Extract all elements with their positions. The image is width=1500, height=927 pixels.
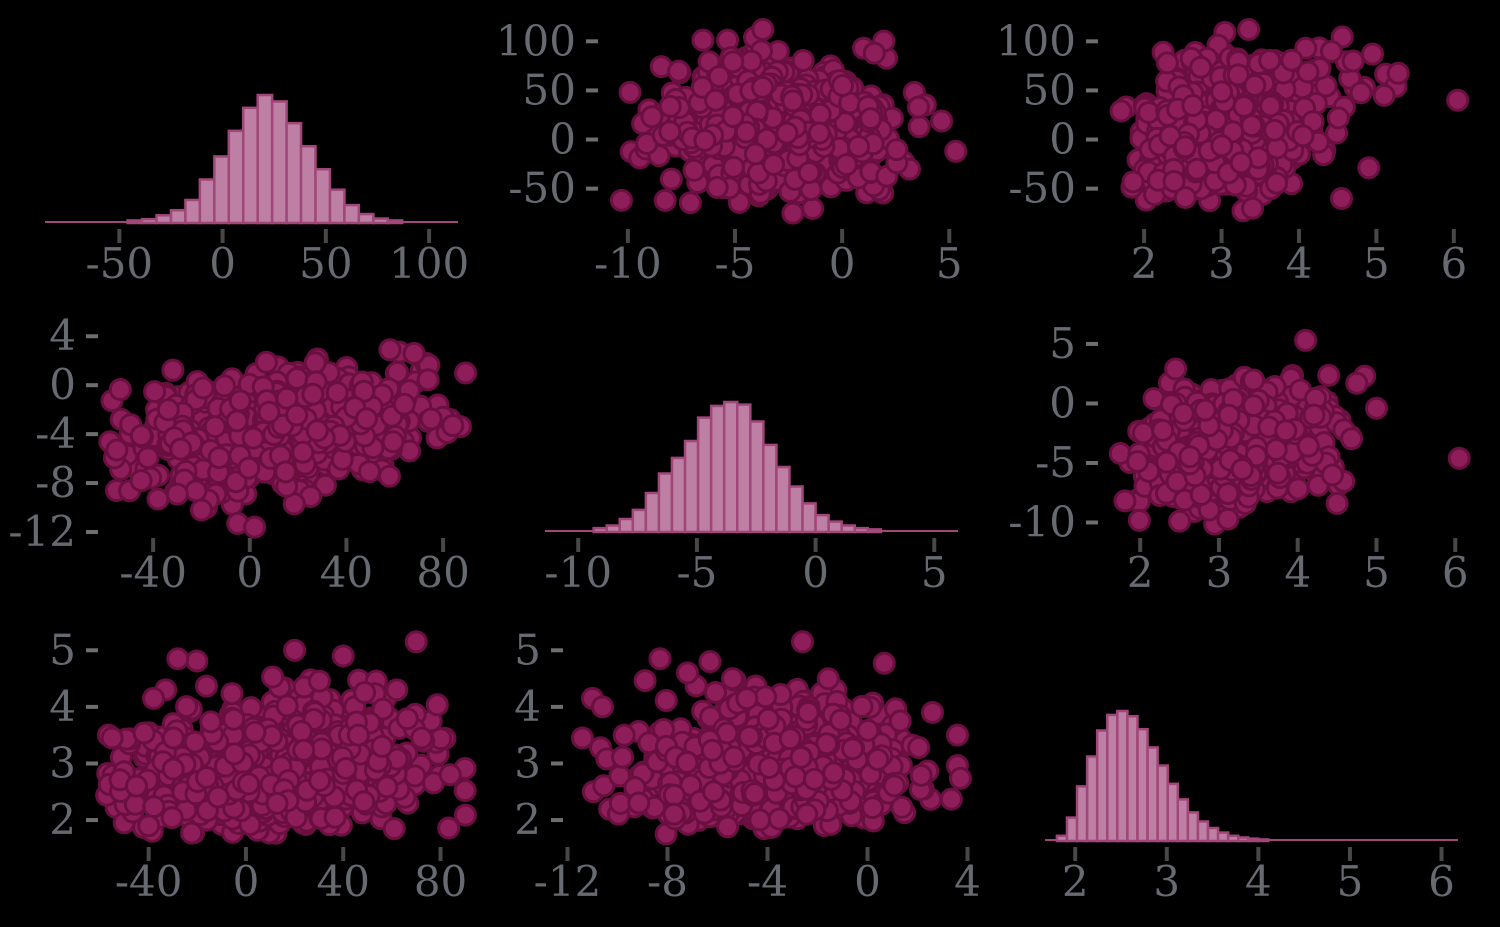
svg-text:-8: -8 xyxy=(647,857,688,906)
svg-text:0: 0 xyxy=(854,857,881,906)
svg-text:100: 100 xyxy=(1000,16,1076,65)
svg-text:3: 3 xyxy=(1208,239,1235,288)
svg-text:-5: -5 xyxy=(1035,438,1076,487)
svg-text:2: 2 xyxy=(49,795,76,844)
svg-text:5: 5 xyxy=(1049,319,1076,368)
svg-text:0: 0 xyxy=(1049,115,1076,164)
svg-text:0: 0 xyxy=(1049,378,1076,427)
svg-text:40: 40 xyxy=(320,548,373,597)
svg-text:-5: -5 xyxy=(715,239,756,288)
panel-row3-col1-scatter: -40 0 40 80 5 4 3 2 xyxy=(0,618,500,927)
svg-text:-8: -8 xyxy=(35,458,76,507)
svg-text:2: 2 xyxy=(1127,548,1154,597)
panel-row1-col2-scatter: -10 -5 0 5 100 50 0 -50 xyxy=(500,0,1000,309)
svg-text:5: 5 xyxy=(1363,239,1390,288)
svg-text:5: 5 xyxy=(1363,548,1390,597)
svg-text:3: 3 xyxy=(514,738,541,787)
svg-text:-10: -10 xyxy=(594,239,662,288)
svg-text:0: 0 xyxy=(233,857,260,906)
panel-row2-col2-histogram: -10 -5 0 5 xyxy=(500,309,1000,618)
svg-text:50: 50 xyxy=(1023,65,1076,114)
svg-text:3: 3 xyxy=(49,738,76,787)
svg-text:4: 4 xyxy=(1286,239,1313,288)
svg-text:-4: -4 xyxy=(35,409,76,458)
svg-text:3: 3 xyxy=(1206,548,1233,597)
svg-text:5: 5 xyxy=(936,239,963,288)
svg-text:0: 0 xyxy=(49,360,76,409)
svg-text:-10: -10 xyxy=(544,548,612,597)
histogram-chart-canvas: -10 -5 0 5 xyxy=(544,400,958,597)
svg-text:6: 6 xyxy=(1440,239,1467,288)
svg-text:-50: -50 xyxy=(508,164,576,213)
svg-text:5: 5 xyxy=(514,625,541,674)
svg-text:80: 80 xyxy=(416,548,469,597)
svg-text:0: 0 xyxy=(549,115,576,164)
svg-text:-40: -40 xyxy=(119,548,187,597)
svg-text:4: 4 xyxy=(514,682,541,731)
panel-row2-col1-scatter: -40 0 40 80 4 0 -4 -8 -12 xyxy=(0,309,500,618)
scatter-chart-canvas: 2 3 4 5 6 5 0 -5 -10 xyxy=(1008,319,1471,597)
svg-text:-12: -12 xyxy=(534,857,602,906)
svg-text:50: 50 xyxy=(299,239,352,288)
svg-text:0: 0 xyxy=(209,239,236,288)
svg-text:50: 50 xyxy=(523,65,576,114)
svg-text:0: 0 xyxy=(829,239,856,288)
svg-text:100: 100 xyxy=(389,239,469,288)
svg-text:100: 100 xyxy=(500,16,576,65)
panel-row1-col1-histogram: -50 0 50 100 xyxy=(0,0,500,309)
svg-text:80: 80 xyxy=(414,857,467,906)
svg-text:-5: -5 xyxy=(676,548,717,597)
svg-text:-10: -10 xyxy=(1008,497,1076,546)
svg-text:-50: -50 xyxy=(1008,164,1076,213)
svg-text:6: 6 xyxy=(1442,548,1469,597)
svg-text:2: 2 xyxy=(1131,239,1158,288)
scatter-chart-canvas: -40 0 40 80 5 4 3 2 xyxy=(49,625,477,906)
svg-text:0: 0 xyxy=(236,548,263,597)
panel-row3-col2-scatter: -12 -8 -4 0 4 5 4 3 2 xyxy=(500,618,1000,927)
svg-text:5: 5 xyxy=(921,548,948,597)
svg-text:4: 4 xyxy=(49,311,76,360)
svg-text:-4: -4 xyxy=(747,857,788,906)
svg-text:-12: -12 xyxy=(8,507,76,556)
svg-text:4: 4 xyxy=(49,682,76,731)
histogram-chart-canvas: -50 0 50 100 xyxy=(45,93,469,288)
scatter-chart-canvas: -12 -8 -4 0 4 5 4 3 2 xyxy=(514,625,981,906)
svg-text:2: 2 xyxy=(514,795,541,844)
panel-row1-col3-scatter: 2 3 4 5 6 100 50 0 -50 xyxy=(1000,0,1500,309)
svg-text:-50: -50 xyxy=(86,239,154,288)
svg-text:4: 4 xyxy=(954,857,981,906)
svg-text:-40: -40 xyxy=(115,857,183,906)
svg-text:4: 4 xyxy=(1284,548,1311,597)
svg-text:40: 40 xyxy=(317,857,370,906)
panel-row2-col3-scatter: 2 3 4 5 6 5 0 -5 -10 xyxy=(1000,309,1500,618)
svg-text:5: 5 xyxy=(49,625,76,674)
svg-text:0: 0 xyxy=(802,548,829,597)
